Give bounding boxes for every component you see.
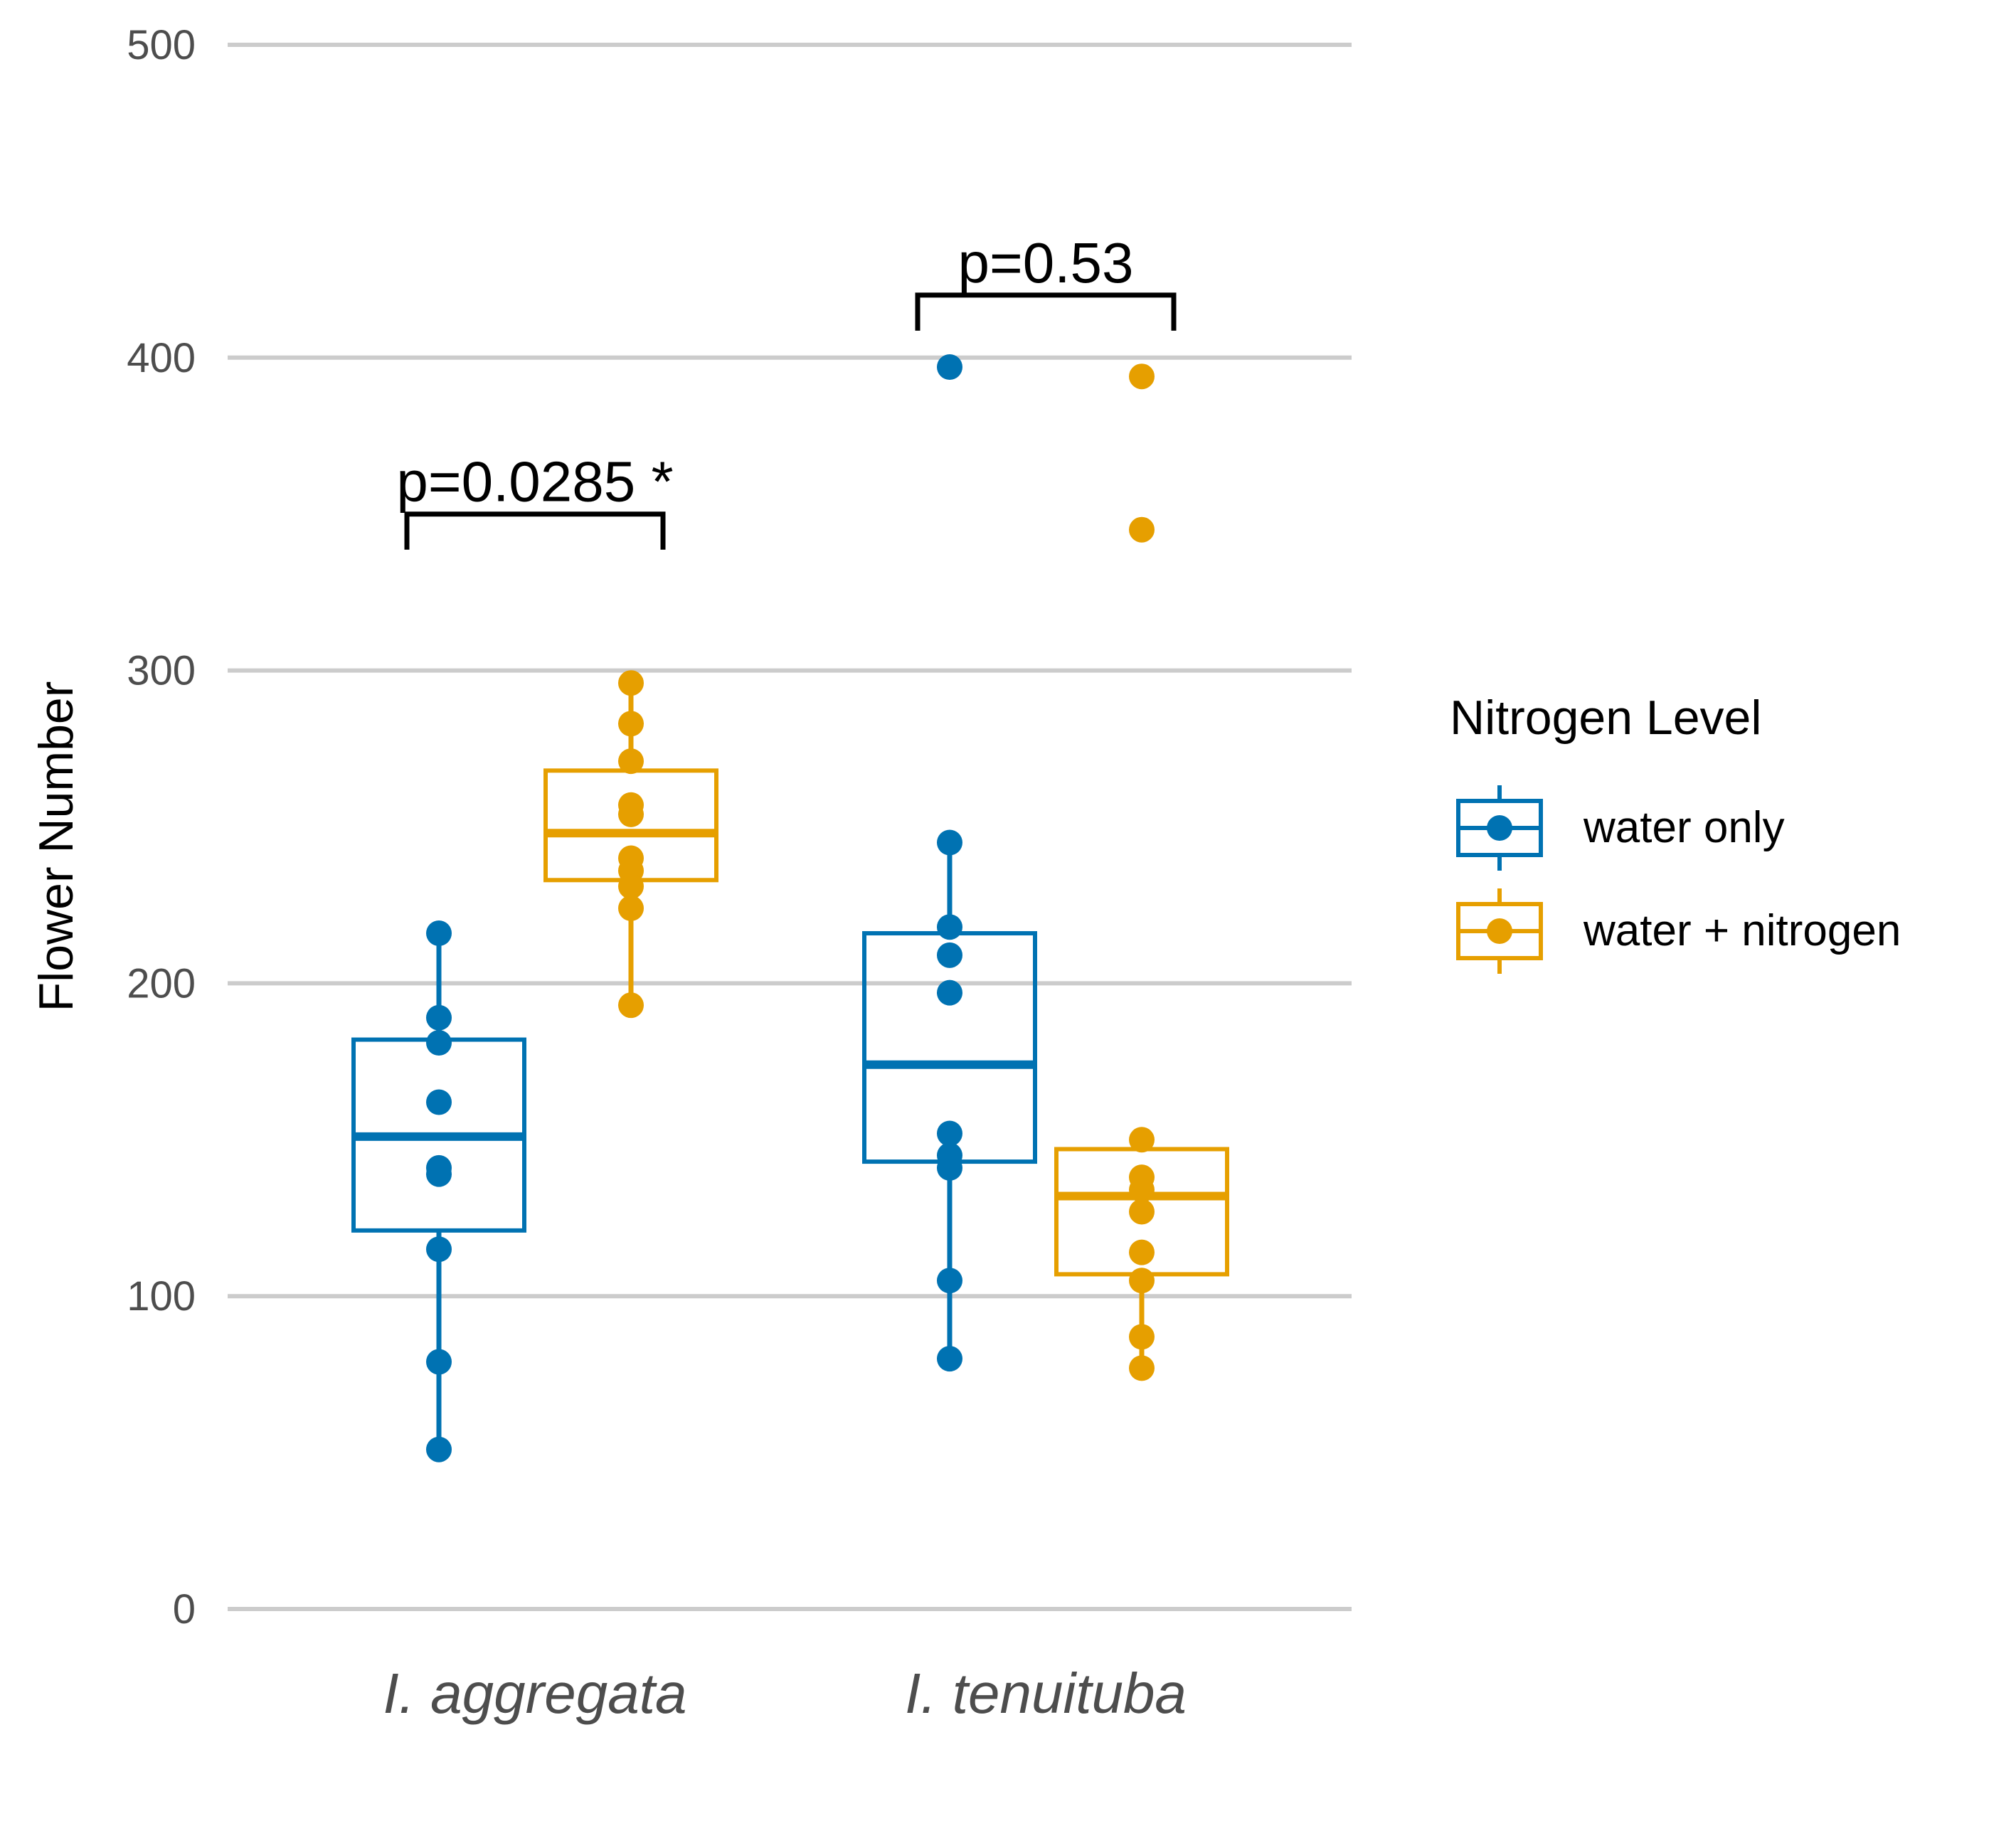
data-point (937, 1154, 962, 1181)
p-value-label: p=0.0285 * (396, 450, 673, 514)
box-1-0 (543, 670, 718, 1019)
data-point (937, 1346, 962, 1372)
y-tick-label: 0 (173, 1586, 196, 1632)
y-tick-label: 100 (127, 1273, 196, 1319)
gridlines (228, 43, 1352, 1611)
significance-bracket (915, 292, 1177, 331)
y-tick-label: 400 (127, 335, 196, 381)
data-point (618, 873, 644, 900)
y-tick-label: 500 (127, 22, 196, 68)
data-point (1129, 516, 1155, 543)
data-point (1129, 1127, 1155, 1153)
data-point (937, 914, 962, 940)
data-point (1129, 1355, 1155, 1381)
data-point (426, 1089, 452, 1115)
data-point (937, 942, 962, 968)
data-point (937, 979, 962, 1006)
data-point (426, 1029, 452, 1056)
data-point (618, 670, 644, 696)
data-point (426, 1161, 452, 1187)
data-point (937, 354, 962, 380)
legend-label: water + nitrogen (1583, 906, 1901, 955)
data-point (618, 711, 644, 737)
data-point (618, 895, 644, 921)
legend-key-point (1487, 918, 1512, 944)
data-point (1129, 1199, 1155, 1225)
significance-bracket (404, 511, 666, 550)
x-tick-labels: I. aggregata I. tenuituba (383, 1662, 1187, 1725)
legend-item: water only (1456, 785, 1785, 871)
data-point (1129, 363, 1155, 390)
legend-key-point (1487, 815, 1512, 841)
data-point (1129, 1177, 1155, 1203)
legend-item: water + nitrogen (1456, 888, 1901, 974)
box-0-0 (351, 920, 526, 1462)
x-tick-label: I. tenuituba (905, 1662, 1187, 1725)
data-point (1129, 1239, 1155, 1265)
data-point (937, 1120, 962, 1147)
y-tick-label: 200 (127, 960, 196, 1007)
data-point (937, 1268, 962, 1294)
box-1-1 (1054, 363, 1229, 1381)
x-tick-label: I. aggregata (383, 1662, 687, 1725)
significance-annotations: p=0.0285 * p=0.53 (396, 231, 1177, 550)
legend: Nitrogen Level water only water + nitroge… (1450, 691, 1901, 974)
legend-title: Nitrogen Level (1450, 691, 1761, 745)
y-tick-labels: 0 100 200 300 400 500 (127, 22, 196, 1632)
y-axis-label: Flower Number (29, 681, 83, 1012)
data-point (426, 1436, 452, 1462)
data-point (426, 1004, 452, 1031)
data-point (1129, 1268, 1155, 1294)
legend-label: water only (1583, 803, 1785, 852)
data-point (937, 829, 962, 856)
y-tick-label: 300 (127, 648, 196, 694)
data-point (426, 920, 452, 947)
data-point (426, 1236, 452, 1263)
box-plots (351, 354, 1229, 1462)
data-point (618, 801, 644, 827)
box-0-1 (862, 354, 1037, 1372)
data-point (618, 748, 644, 775)
p-value-label: p=0.53 (958, 231, 1134, 294)
data-point (426, 1349, 452, 1375)
data-point (1129, 1324, 1155, 1350)
data-point (618, 992, 644, 1019)
